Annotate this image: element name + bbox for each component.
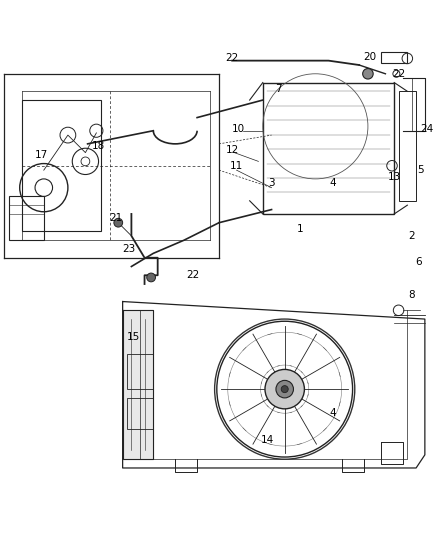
Text: 15: 15 xyxy=(127,332,140,342)
Text: 21: 21 xyxy=(110,213,123,223)
Text: 17: 17 xyxy=(35,150,48,160)
Circle shape xyxy=(265,369,304,409)
Circle shape xyxy=(114,219,123,227)
Bar xyxy=(127,354,153,389)
Text: 23: 23 xyxy=(123,244,136,254)
Text: 22: 22 xyxy=(186,270,199,280)
Bar xyxy=(399,91,416,201)
Text: 22: 22 xyxy=(392,69,405,79)
Text: 2: 2 xyxy=(408,231,415,241)
Circle shape xyxy=(363,69,373,79)
Text: 8: 8 xyxy=(408,290,415,300)
Polygon shape xyxy=(123,302,425,468)
Text: 13: 13 xyxy=(388,172,401,182)
Bar xyxy=(9,197,44,240)
Bar xyxy=(381,52,407,63)
Text: 20: 20 xyxy=(364,52,377,62)
Bar xyxy=(263,83,394,214)
Text: 4: 4 xyxy=(329,408,336,418)
Circle shape xyxy=(147,273,155,282)
Text: 1: 1 xyxy=(297,224,304,235)
Text: 11: 11 xyxy=(230,161,243,171)
Text: 3: 3 xyxy=(268,178,275,188)
Bar xyxy=(127,398,153,429)
Text: 5: 5 xyxy=(417,165,424,175)
Text: 7: 7 xyxy=(275,84,282,94)
Text: 14: 14 xyxy=(261,434,274,445)
Text: 10: 10 xyxy=(232,124,245,134)
Text: 12: 12 xyxy=(226,146,239,156)
Text: 24: 24 xyxy=(420,124,434,134)
Text: 18: 18 xyxy=(92,141,105,151)
Polygon shape xyxy=(123,310,153,459)
Text: 6: 6 xyxy=(415,257,422,267)
Circle shape xyxy=(276,381,293,398)
Text: 4: 4 xyxy=(329,178,336,188)
Text: 22: 22 xyxy=(226,53,239,63)
Circle shape xyxy=(281,386,288,393)
